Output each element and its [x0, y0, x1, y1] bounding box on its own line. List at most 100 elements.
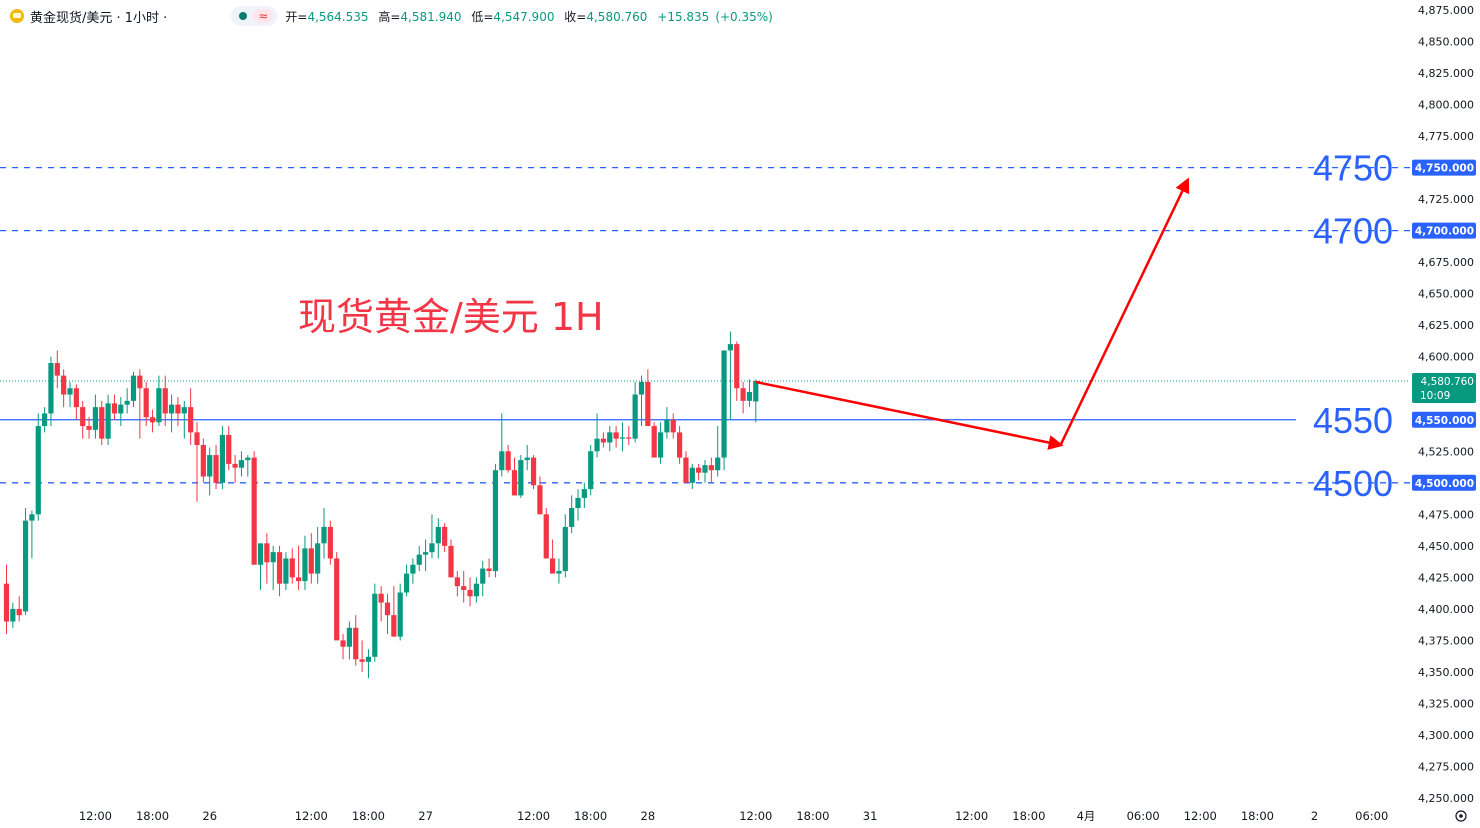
candle	[524, 444, 530, 471]
candle	[556, 558, 562, 584]
level-price-tag	[1412, 411, 1476, 428]
candle-body	[499, 451, 505, 471]
candle-body	[302, 548, 308, 582]
candle	[562, 514, 568, 578]
candle-body	[664, 419, 670, 433]
candle-body	[397, 592, 403, 637]
candle-body	[435, 526, 441, 544]
candle	[397, 583, 403, 641]
price-axis[interactable]: 4,250.000 4,275.000 4,300.000 4,325.000 4,35…	[1410, 0, 1480, 828]
candle	[67, 381, 73, 408]
candle	[327, 520, 333, 565]
candle	[626, 426, 632, 445]
time-tick-label: 12:00	[517, 809, 550, 823]
candle-body	[384, 602, 391, 616]
candle-body	[264, 543, 270, 563]
candle	[403, 564, 410, 597]
candle	[308, 533, 314, 584]
time-tick-label: 26	[202, 809, 217, 823]
chart-header: 黄金现货/美元 · 1小时 · ≈ 开=4,564.535 高=4,581.94…	[0, 0, 779, 32]
candle-body	[613, 432, 619, 439]
wave-icon: ≈	[253, 9, 274, 23]
candle-body	[61, 375, 67, 395]
candle	[657, 422, 664, 464]
candle	[270, 545, 276, 590]
time-tick-label: 18:00	[796, 809, 829, 823]
candle	[727, 331, 733, 420]
candle-body	[581, 489, 587, 498]
projection-down-leg	[755, 380, 1064, 450]
ohlc-readout: 开=4,564.535 高=4,581.940 低=4,547.900 收=4,…	[285, 8, 778, 25]
price-tick-label: 4,475.000	[1418, 508, 1474, 521]
price-tick-label: 4,675.000	[1418, 256, 1474, 269]
candle-body	[727, 344, 733, 351]
candle-body	[505, 451, 511, 471]
candle-body	[10, 608, 16, 622]
candle-body	[118, 404, 124, 414]
candle-body	[486, 568, 492, 572]
candle	[480, 560, 486, 597]
candle-body	[143, 388, 149, 418]
candle-body	[92, 407, 98, 430]
candle-body	[562, 526, 568, 572]
candle	[175, 397, 181, 427]
open-value: 4,564.535	[307, 9, 369, 24]
candle-body	[3, 583, 10, 622]
candle	[391, 586, 397, 637]
candle	[715, 426, 721, 477]
candle	[61, 369, 67, 408]
time-tick-label: 2	[1311, 809, 1318, 823]
candle-body	[42, 413, 48, 427]
candle	[340, 634, 346, 660]
time-axis[interactable]: 12:00 18:00 26 12:00 18:00 27 12:00 18:00 28 12:0…	[79, 809, 1389, 823]
candle-body	[149, 417, 156, 423]
candle-body	[429, 543, 435, 553]
candle-body	[575, 497, 581, 509]
candle	[454, 571, 460, 597]
projection-up-leg	[1059, 177, 1190, 446]
candle	[289, 548, 295, 584]
projection-arrow	[755, 177, 1190, 450]
candle	[3, 564, 10, 635]
price-tick-label: 4,400.000	[1418, 603, 1474, 616]
candle	[321, 508, 327, 559]
candle	[251, 451, 257, 565]
price-tick-label: 4,325.000	[1418, 697, 1474, 710]
candle	[359, 640, 365, 672]
candle-body	[276, 552, 283, 584]
candle	[16, 596, 22, 622]
candle	[105, 394, 111, 445]
candle-body	[651, 426, 657, 458]
candle-body	[607, 432, 613, 443]
candle-body	[29, 514, 35, 521]
candle-body	[169, 404, 175, 414]
candle	[721, 350, 727, 471]
candle	[594, 413, 600, 458]
candle	[492, 463, 499, 578]
open-label: 开=	[285, 9, 308, 24]
candle	[169, 394, 175, 433]
candle	[530, 455, 537, 490]
price-tick-label: 4,250.000	[1418, 792, 1474, 805]
candle-body	[359, 659, 365, 662]
candle	[664, 407, 670, 439]
settings-gear-icon[interactable]	[1455, 810, 1467, 822]
candle-body	[702, 465, 708, 473]
level-price-tag	[1412, 474, 1476, 491]
candle	[111, 394, 118, 420]
candle-body	[35, 426, 41, 515]
candle-body	[543, 514, 549, 559]
candle-body	[289, 558, 295, 578]
candle	[219, 426, 225, 490]
candle-body	[696, 467, 702, 473]
symbol-title[interactable]: 黄金现货/美元 · 1小时 ·	[30, 10, 168, 26]
candle	[448, 539, 454, 578]
price-tick-label: 4,275.000	[1418, 760, 1474, 773]
candle-body	[740, 388, 746, 401]
price-tick-label: 4,625.000	[1418, 319, 1474, 332]
candle-body	[315, 543, 321, 574]
candle	[10, 602, 16, 628]
level-label-4550: 4550	[1313, 400, 1393, 441]
status-badge[interactable]: ≈	[231, 6, 278, 26]
